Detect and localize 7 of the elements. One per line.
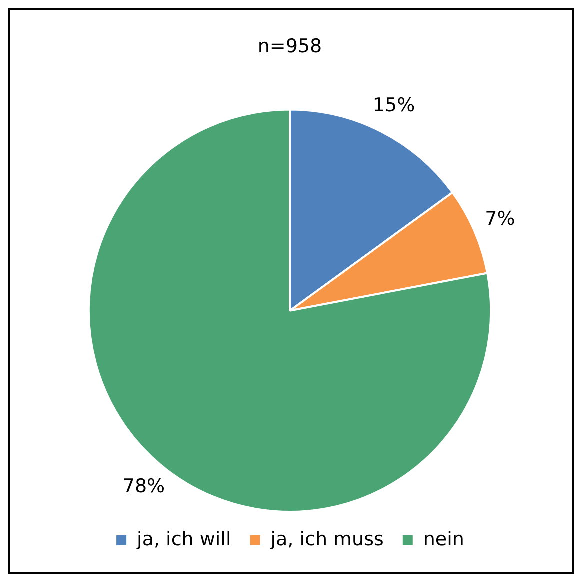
data-label: 78%: [122, 475, 166, 498]
legend-label: ja, ich muss: [270, 528, 384, 550]
data-label: 7%: [485, 208, 516, 230]
chart-title: n=958: [258, 35, 322, 58]
legend-label: nein: [423, 528, 464, 550]
legend-label: ja, ich will: [136, 528, 232, 550]
data-label: 15%: [372, 94, 416, 117]
